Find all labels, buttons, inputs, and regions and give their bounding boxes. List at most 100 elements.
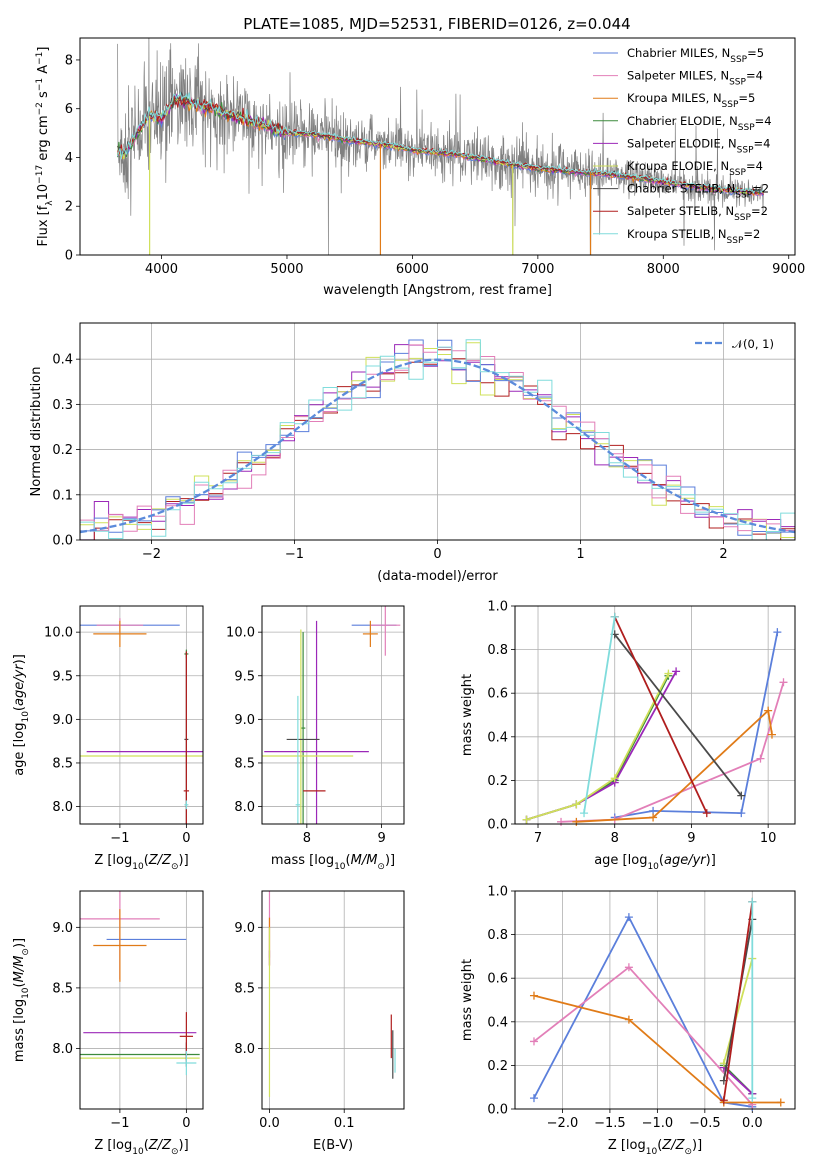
x-tick-label: 8 <box>303 831 311 846</box>
x-tick-label: 7000 <box>521 262 554 277</box>
x-tick-label: −1 <box>285 547 304 562</box>
mass-weight-marker <box>737 809 746 818</box>
mass-weight-line <box>722 958 754 1064</box>
x-tick-label: −2.0 <box>547 1116 579 1131</box>
mass-weight-marker <box>624 963 633 972</box>
axes-residuals: −2 −1 0 1 2 0.0 0.1 0.2 0.3 0.4 (data-model)/error… <box>29 322 796 584</box>
legend-entry-label: Chabrier MILES, NSSP=5 <box>627 46 764 65</box>
axes-spectrum: 4000 5000 6000 7000 8000 9000 0 2 4 6 8 wavelength … <box>35 37 805 298</box>
axes-mass-vs-Z: −1 0 8.0 8.5 9.0 Z [log10(Z/Z⊙)] mass [log10(M… <box>12 890 204 1157</box>
spectrum-x-label: wavelength [Angstrom, rest frame] <box>323 283 552 298</box>
y-tick-label: 10.0 <box>44 626 73 641</box>
mass-weight-marker <box>529 991 538 1000</box>
x-tick-label: −0.5 <box>689 1116 721 1131</box>
axes-mass-vs-EBV: 0.0 0.1 8.0 8.5 9.0 E(B-V) <box>234 890 405 1153</box>
x-tick-label: 9000 <box>772 262 805 277</box>
weight-vs-age-frame <box>514 605 796 825</box>
mass-weight-marker <box>748 897 757 906</box>
legend-entry-label: Salpeter ELODIE, NSSP=4 <box>627 136 770 155</box>
y-tick-label: 9.0 <box>234 921 255 936</box>
mass-weight-marker <box>719 1096 728 1105</box>
mass-weight-marker <box>557 817 566 826</box>
y-tick-label: 8.5 <box>234 981 255 996</box>
y-tick-label: 8.0 <box>52 1042 73 1057</box>
age-vs-Z-y-label: age [log10(age/yr)] <box>12 654 31 776</box>
age-vs-mass-frame <box>261 605 405 825</box>
mass-weight-marker <box>624 913 633 922</box>
y-tick-label: 8.0 <box>234 800 255 815</box>
x-tick-label: 0.1 <box>334 1116 355 1131</box>
x-tick-label: 5000 <box>270 262 303 277</box>
mass-weight-line <box>576 708 773 823</box>
mass-weight-line <box>533 915 753 1108</box>
y-tick-label: 0.3 <box>52 398 73 413</box>
axes-weight-vs-age: 7 8 9 10 0.0 0.2 0.4 0.6 0.8 1.0 age [log10(age/yr… <box>460 600 796 872</box>
age-vs-Z-x-label: Z [log10(Z/Z⊙)] <box>94 853 188 872</box>
residuals-y-label: Normed distribution <box>29 367 44 497</box>
weight-vs-Z-x-label: Z [log10(Z/Z⊙)] <box>608 1138 702 1157</box>
y-tick-label: 9.0 <box>52 713 73 728</box>
error-bar-point <box>262 629 354 824</box>
mass-weight-line <box>533 994 781 1104</box>
y-tick-label: 1.0 <box>487 885 508 900</box>
y-tick-label: 9.5 <box>234 669 255 684</box>
error-bar-point <box>176 1050 197 1076</box>
x-tick-label: 0 <box>182 1116 190 1131</box>
x-tick-label: 0.0 <box>259 1116 280 1131</box>
error-bar-point <box>370 606 401 656</box>
y-tick-label: 0.8 <box>487 643 508 658</box>
x-tick-label: −1 <box>110 1116 129 1131</box>
mass-weight-line <box>526 673 670 821</box>
error-bar-point <box>300 632 306 824</box>
legend-entry-label: Kroupa MILES, NSSP=5 <box>627 91 755 110</box>
x-tick-label: 9 <box>687 831 695 846</box>
residual-histogram-step <box>80 339 795 540</box>
plot-layer: 4000 5000 6000 7000 8000 900002468wavelength … <box>12 37 805 1157</box>
error-bar-point <box>93 909 147 982</box>
y-tick-label: 6 <box>65 102 73 117</box>
axes-age-vs-Z: −1 0 8.0 8.5 9.0 9.5 10.0 Z [log10(Z/Z⊙)] age [l… <box>12 605 204 872</box>
y-tick-label: 0.0 <box>487 818 508 833</box>
x-tick-label: 0 <box>433 547 441 562</box>
model-spectrum-line <box>117 91 764 194</box>
age-vs-mass-x-label: mass [log10(M/M⊙)] <box>271 853 395 872</box>
observed-spectrum-line <box>117 38 764 255</box>
y-tick-label: 0.6 <box>487 687 508 702</box>
mass-weight-marker <box>610 612 619 621</box>
mass-weight-line <box>722 901 754 1101</box>
weight-vs-age-x-label: age [log10(age/yr)] <box>594 853 716 872</box>
mass-weight-line <box>613 616 708 814</box>
y-tick-label: 0 <box>65 249 73 264</box>
mass-vs-Z-x-label: Z [log10(Z/Z⊙)] <box>94 1138 188 1157</box>
mass-weight-marker <box>748 1094 757 1103</box>
x-tick-label: 1 <box>576 547 584 562</box>
y-tick-label: 0.4 <box>487 730 508 745</box>
y-tick-label: 8.0 <box>52 800 73 815</box>
spectrum-y-label: Flux [fλ10−17 erg cm−2 s−1 A−1] <box>35 47 55 247</box>
y-tick-label: 2 <box>65 200 73 215</box>
mass-weight-marker <box>572 800 581 809</box>
legend-entry-label: Salpeter STELIB, NSSP=2 <box>627 204 768 223</box>
legend-entry-label: Kroupa STELIB, NSSP=2 <box>627 227 760 246</box>
legend-entry-label: Kroupa ELODIE, NSSP=4 <box>627 159 763 178</box>
weight-vs-age-y-label: mass weight <box>460 674 475 756</box>
axes-weight-vs-Z: −2.0 −1.5 −1.0 −0.5 0.0 0.0 0.2 0.4 0.6 0.8 1.0 Z [… <box>460 885 796 1157</box>
y-tick-label: 8.5 <box>52 981 73 996</box>
weight-vs-Z-y-label: mass weight <box>460 959 475 1041</box>
y-tick-label: 0.2 <box>52 443 73 458</box>
x-tick-label: 7 <box>534 831 542 846</box>
mass-weight-line <box>614 632 779 819</box>
y-tick-label: 8 <box>65 53 73 68</box>
y-tick-label: 0.4 <box>52 353 73 368</box>
mass-weight-marker <box>779 678 788 687</box>
x-tick-label: 6000 <box>396 262 429 277</box>
y-tick-label: 9.5 <box>52 669 73 684</box>
x-tick-label: 10 <box>760 831 777 846</box>
mass-weight-marker <box>580 809 589 818</box>
y-tick-label: 10.0 <box>226 626 255 641</box>
error-bar-point <box>264 620 369 824</box>
y-tick-label: 9.0 <box>52 921 73 936</box>
spectrum-frame <box>79 37 796 256</box>
x-tick-label: 0 <box>182 831 190 846</box>
x-tick-label: 8 <box>611 831 619 846</box>
